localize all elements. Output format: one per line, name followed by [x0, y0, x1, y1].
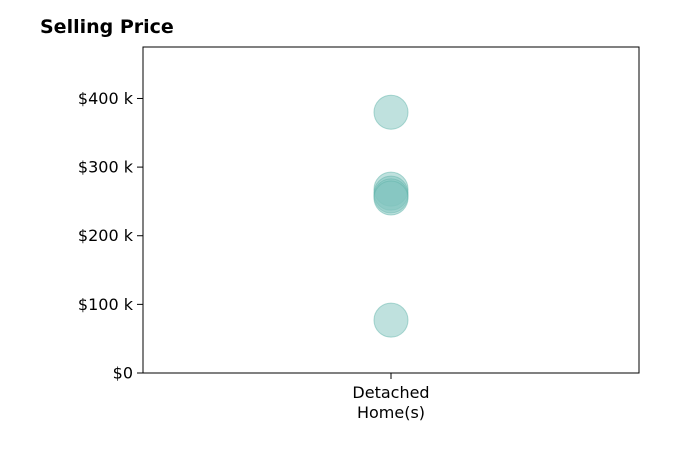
y-tick-label: $0 — [113, 364, 133, 383]
y-tick-label: $300 k — [78, 158, 134, 177]
chart-title: Selling Price — [40, 16, 174, 38]
data-point — [373, 94, 409, 130]
y-tick-label: $400 k — [78, 89, 134, 108]
x-axis: Detached Home(s) — [352, 373, 430, 422]
data-point — [373, 302, 409, 338]
points-layer — [373, 94, 409, 338]
data-point — [373, 180, 409, 216]
x-tick-label: Detached Home(s) — [352, 383, 429, 422]
y-tick-label: $100 k — [78, 295, 134, 314]
y-tick-label: $200 k — [78, 226, 134, 245]
y-axis: $0 $100 k $200 k $300 k $400 k — [78, 89, 143, 383]
